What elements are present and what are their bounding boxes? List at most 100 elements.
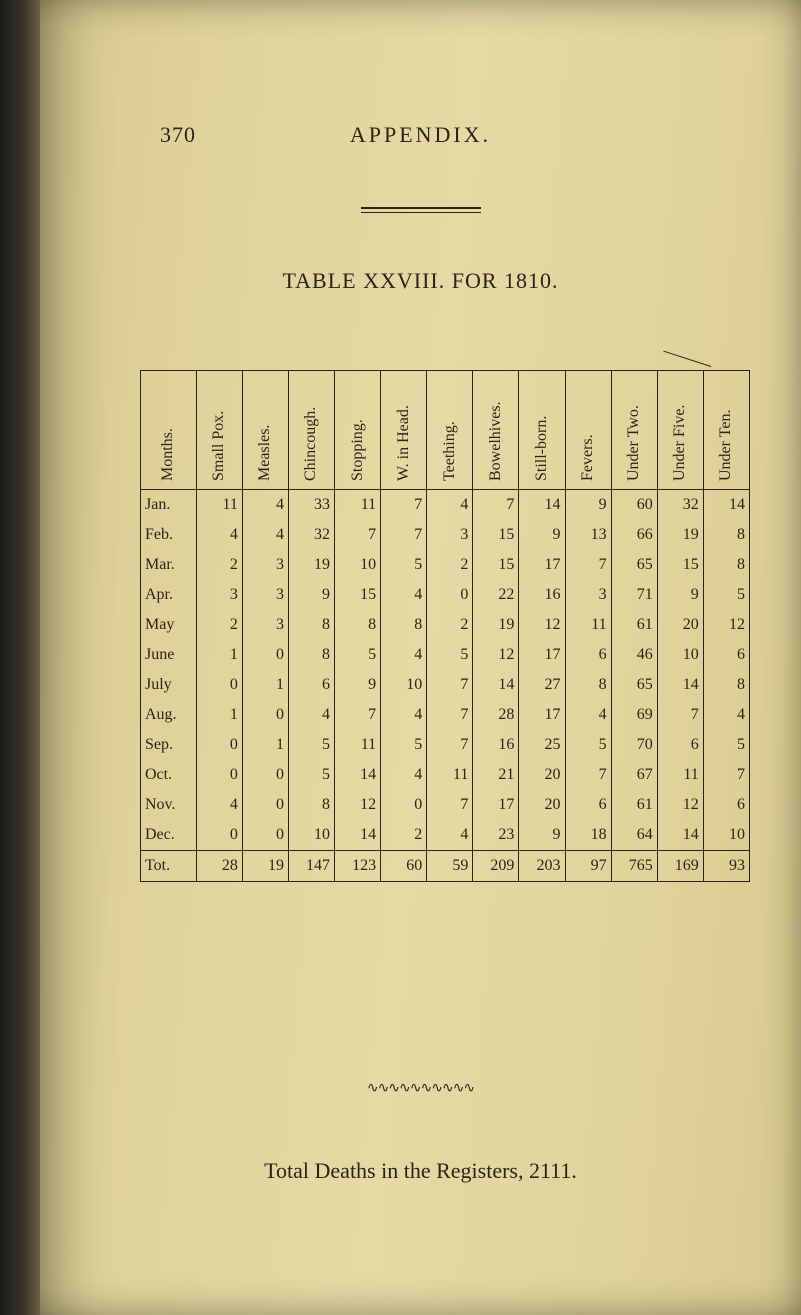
value-cell: 15 bbox=[335, 580, 381, 610]
value-cell: 14 bbox=[703, 490, 749, 521]
value-cell: 8 bbox=[703, 550, 749, 580]
value-cell: 1 bbox=[196, 700, 242, 730]
value-cell: 5 bbox=[288, 730, 334, 760]
value-cell: 4 bbox=[242, 520, 288, 550]
value-cell: 6 bbox=[703, 790, 749, 820]
value-cell: 7 bbox=[565, 760, 611, 790]
value-cell: 10 bbox=[703, 820, 749, 851]
value-cell: 8 bbox=[288, 640, 334, 670]
table-row: Mar.231910521517765158 bbox=[141, 550, 750, 580]
total-value-cell: 123 bbox=[335, 851, 381, 882]
value-cell: 7 bbox=[427, 700, 473, 730]
col-stopping: Stopping. bbox=[335, 371, 381, 490]
month-cell: Mar. bbox=[141, 550, 197, 580]
value-cell: 0 bbox=[242, 820, 288, 851]
table-body: Jan.1143311747149603214Feb.4432773159136… bbox=[141, 490, 750, 882]
value-cell: 11 bbox=[657, 760, 703, 790]
value-cell: 8 bbox=[381, 610, 427, 640]
value-cell: 4 bbox=[427, 490, 473, 521]
appendix-header: APPENDIX. bbox=[40, 122, 801, 148]
value-cell: 7 bbox=[381, 520, 427, 550]
month-cell: Apr. bbox=[141, 580, 197, 610]
value-cell: 7 bbox=[381, 490, 427, 521]
col-undertwo: Under Two. bbox=[611, 371, 657, 490]
month-cell: June bbox=[141, 640, 197, 670]
total-value-cell: 93 bbox=[703, 851, 749, 882]
value-cell: 2 bbox=[381, 820, 427, 851]
col-teething: Teething. bbox=[427, 371, 473, 490]
value-cell: 6 bbox=[703, 640, 749, 670]
value-cell: 12 bbox=[335, 790, 381, 820]
value-cell: 9 bbox=[335, 670, 381, 700]
value-cell: 11 bbox=[196, 490, 242, 521]
table-row: Apr.3391540221637195 bbox=[141, 580, 750, 610]
table-row: Dec.0010142423918641410 bbox=[141, 820, 750, 851]
table-row: Oct.005144112120767117 bbox=[141, 760, 750, 790]
value-cell: 11 bbox=[335, 730, 381, 760]
value-cell: 7 bbox=[657, 700, 703, 730]
value-cell: 4 bbox=[427, 820, 473, 851]
value-cell: 8 bbox=[288, 790, 334, 820]
col-stillborn: Still-born. bbox=[519, 371, 565, 490]
value-cell: 4 bbox=[565, 700, 611, 730]
value-cell: 4 bbox=[196, 520, 242, 550]
data-table-wrap: Months. Small Pox. Measles. Chincough. S… bbox=[140, 370, 750, 882]
month-cell: Nov. bbox=[141, 790, 197, 820]
stray-mark bbox=[663, 351, 711, 367]
table-row: Feb.44327731591366198 bbox=[141, 520, 750, 550]
value-cell: 4 bbox=[242, 490, 288, 521]
value-cell: 9 bbox=[288, 580, 334, 610]
value-cell: 18 bbox=[565, 820, 611, 851]
value-cell: 0 bbox=[196, 760, 242, 790]
value-cell: 70 bbox=[611, 730, 657, 760]
total-value-cell: 147 bbox=[288, 851, 334, 882]
value-cell: 0 bbox=[427, 580, 473, 610]
value-cell: 61 bbox=[611, 790, 657, 820]
total-value-cell: 169 bbox=[657, 851, 703, 882]
value-cell: 15 bbox=[473, 550, 519, 580]
table-row: Sep.0151157162557065 bbox=[141, 730, 750, 760]
month-cell: Sep. bbox=[141, 730, 197, 760]
value-cell: 10 bbox=[381, 670, 427, 700]
value-cell: 32 bbox=[657, 490, 703, 521]
month-cell: May bbox=[141, 610, 197, 640]
value-cell: 0 bbox=[242, 700, 288, 730]
col-months: Months. bbox=[141, 371, 197, 490]
col-bowelhives: Bowelhives. bbox=[473, 371, 519, 490]
table-row: July01691071427865148 bbox=[141, 670, 750, 700]
value-cell: 2 bbox=[196, 610, 242, 640]
month-cell: Aug. bbox=[141, 700, 197, 730]
value-cell: 8 bbox=[703, 670, 749, 700]
value-cell: 46 bbox=[611, 640, 657, 670]
value-cell: 14 bbox=[519, 490, 565, 521]
table-row: May238882191211612012 bbox=[141, 610, 750, 640]
value-cell: 8 bbox=[335, 610, 381, 640]
value-cell: 20 bbox=[519, 760, 565, 790]
value-cell: 19 bbox=[473, 610, 519, 640]
value-cell: 0 bbox=[381, 790, 427, 820]
value-cell: 14 bbox=[473, 670, 519, 700]
total-value-cell: 60 bbox=[381, 851, 427, 882]
value-cell: 14 bbox=[657, 820, 703, 851]
value-cell: 1 bbox=[242, 730, 288, 760]
value-cell: 11 bbox=[565, 610, 611, 640]
table-row: Aug.104747281746974 bbox=[141, 700, 750, 730]
month-cell: July bbox=[141, 670, 197, 700]
value-cell: 27 bbox=[519, 670, 565, 700]
value-cell: 3 bbox=[427, 520, 473, 550]
value-cell: 7 bbox=[335, 520, 381, 550]
total-value-cell: 209 bbox=[473, 851, 519, 882]
value-cell: 12 bbox=[657, 790, 703, 820]
value-cell: 7 bbox=[335, 700, 381, 730]
table-row: Nov.40812071720661126 bbox=[141, 790, 750, 820]
value-cell: 4 bbox=[381, 580, 427, 610]
value-cell: 66 bbox=[611, 520, 657, 550]
value-cell: 61 bbox=[611, 610, 657, 640]
value-cell: 11 bbox=[335, 490, 381, 521]
value-cell: 3 bbox=[196, 580, 242, 610]
value-cell: 6 bbox=[565, 790, 611, 820]
book-spine bbox=[0, 0, 40, 1315]
col-fevers: Fevers. bbox=[565, 371, 611, 490]
value-cell: 6 bbox=[288, 670, 334, 700]
value-cell: 3 bbox=[242, 610, 288, 640]
